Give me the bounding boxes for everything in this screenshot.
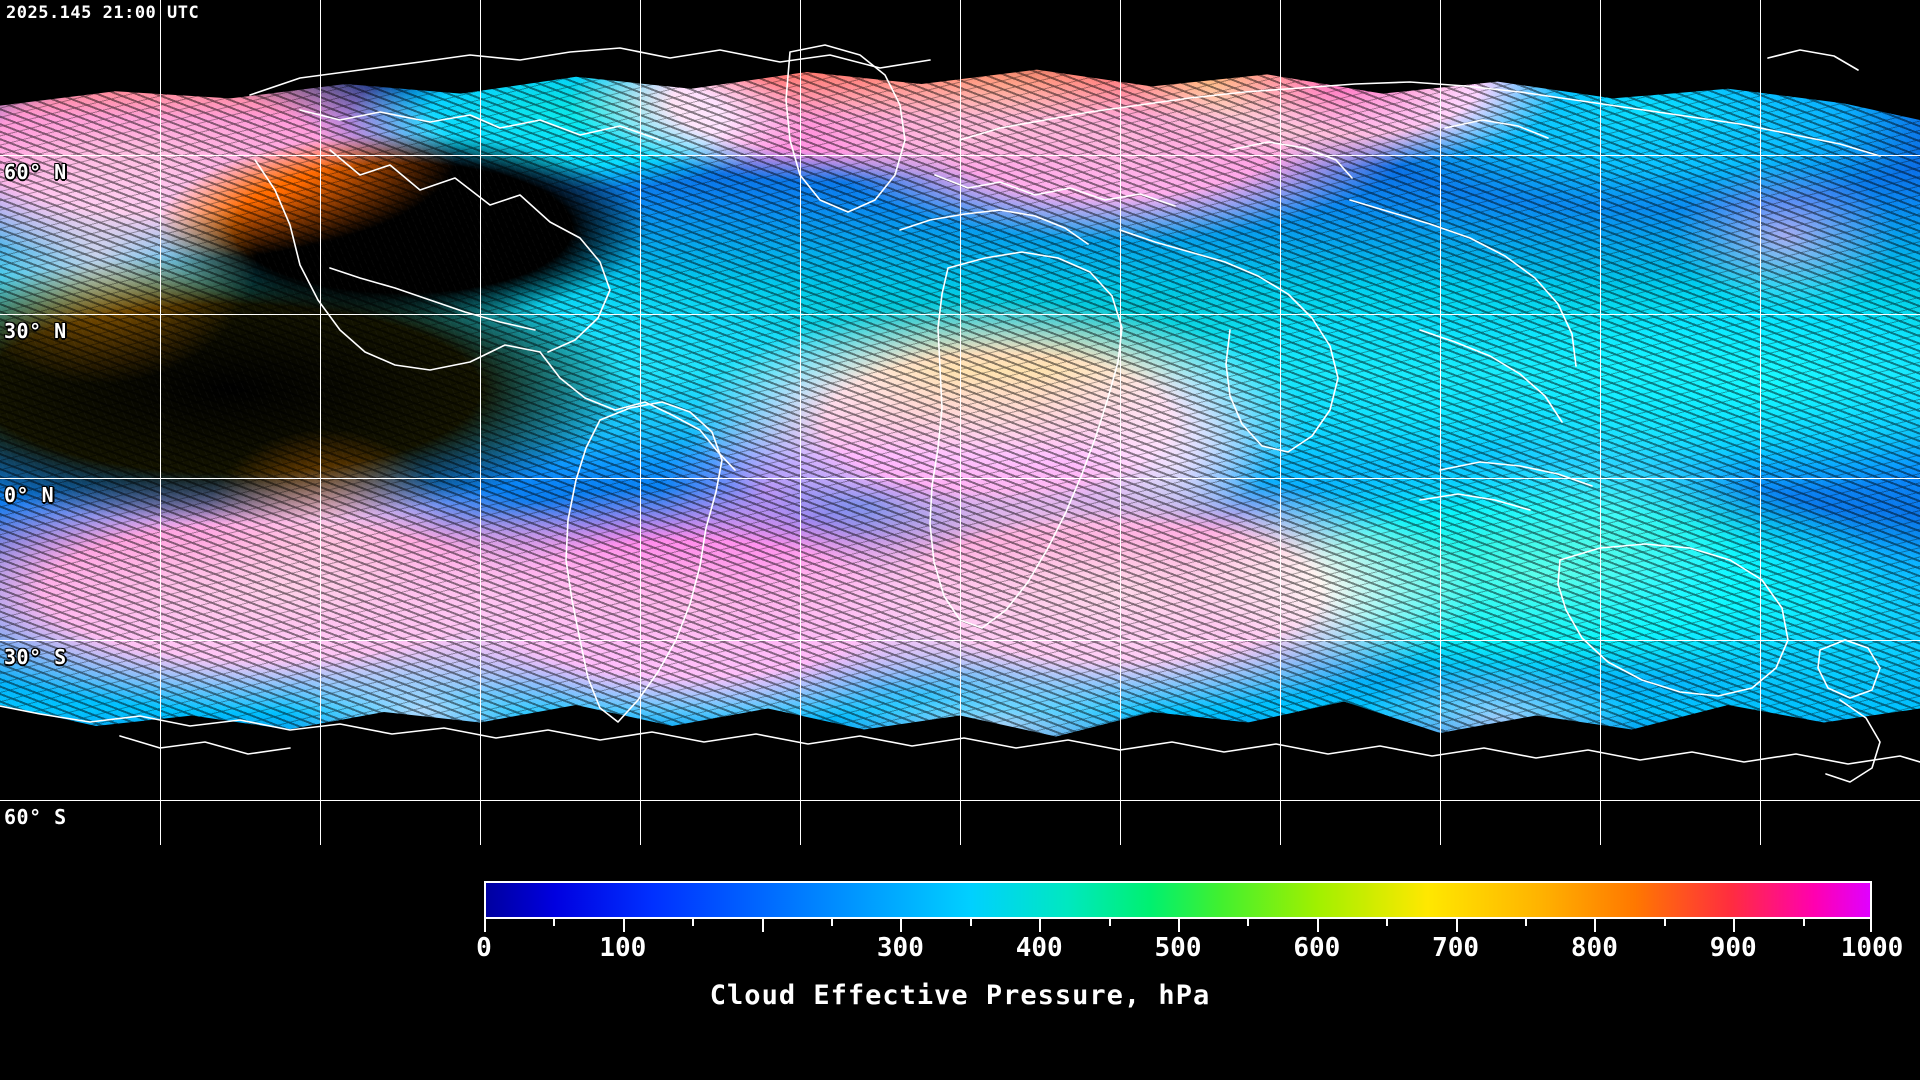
colorbar-tick-major (622, 919, 625, 932)
colorbar-tick-major (1178, 919, 1180, 932)
colorbar-tick-minor (969, 919, 972, 926)
colorbar-tick-minor (1386, 919, 1389, 926)
colorbar-tick-label: 600 (1293, 933, 1341, 963)
colorbar-tick-minor (1663, 919, 1666, 926)
colorbar-tick-label: 700 (1432, 933, 1480, 963)
colorbar-ticks (484, 919, 1872, 933)
colorbar-tick-major (1733, 919, 1736, 932)
cloud-pressure-raster (0, 0, 1920, 845)
colorbar-tick-label: 800 (1570, 933, 1618, 963)
colorbar-tick-label: 400 (1015, 933, 1063, 963)
colorbar-tick-minor (1802, 919, 1805, 926)
colorbar-tick-major (1039, 919, 1042, 932)
colorbar-tick-labels: 0 100 300 400 500 600 700 800 900 1000 (476, 933, 1903, 963)
map-panel[interactable]: 2025.145 21:00 UTC 60° N 30° N 0° N 30° … (0, 0, 1920, 845)
colorbar-tick-label: 900 (1709, 933, 1757, 963)
colorbar-tick-label: 1000 (1840, 933, 1904, 963)
lat-label-30s: 30° S (4, 645, 67, 669)
lat-label-60s: 60° S (4, 805, 67, 829)
colorbar-tick-label: 500 (1154, 933, 1202, 963)
colorbar-tick-minor (1247, 919, 1250, 926)
colorbar-tick-minor (1525, 919, 1527, 926)
colorbar-tick-major (1870, 919, 1872, 932)
colorbar-tick-major (484, 919, 486, 932)
colorbar-panel: 0 100 300 400 500 600 700 800 900 1000 Cloud Effe… (0, 845, 1920, 1080)
colorbar-tick-major (900, 919, 903, 932)
colorbar-tick-minor (831, 919, 833, 926)
timestamp-label: 2025.145 21:00 UTC (6, 3, 200, 23)
colorbar-tick-minor (1108, 919, 1111, 926)
colorbar-tick-major (1594, 919, 1597, 932)
colorbar-tick-label: 0 (476, 933, 492, 963)
colorbar-tick-major (1455, 919, 1458, 932)
colorbar-tick-minor (553, 919, 556, 926)
lat-label-0n: 0° N (4, 483, 55, 507)
lat-label-60n: 60° N (4, 160, 67, 184)
colorbar-tick-major (1316, 919, 1319, 932)
lat-label-30n: 30° N (4, 319, 67, 343)
colorbar-gradient[interactable] (484, 881, 1872, 919)
colorbar-tick-label: 100 (599, 933, 647, 963)
colorbar-wrap: 0 100 300 400 500 600 700 800 900 1000 (476, 881, 1903, 963)
colorbar-tick-minor (692, 919, 695, 926)
colorbar-tick-label: 300 (876, 933, 924, 963)
colorbar-title: Cloud Effective Pressure, hPa (709, 980, 1211, 1011)
colorbar-tick-major (761, 919, 764, 932)
